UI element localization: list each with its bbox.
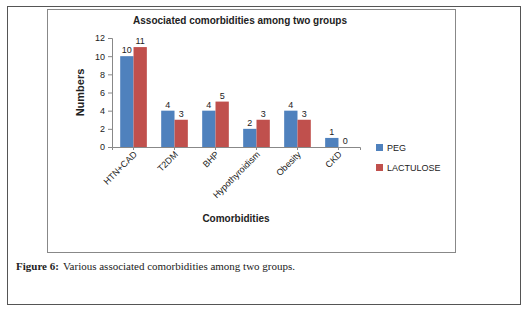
tick: 4 [100, 106, 112, 116]
bar [256, 120, 269, 147]
tick-mark [108, 111, 112, 112]
axis-line [113, 148, 361, 151]
bar [243, 129, 256, 147]
tick-label: Obesity [274, 149, 303, 178]
caption-text: Various associated comorbidities among t… [63, 260, 295, 272]
bar [284, 111, 297, 147]
tick-mark [108, 74, 112, 75]
tick-label: 0 [100, 142, 105, 152]
tick: CKD [323, 147, 344, 170]
tick: 6 [100, 88, 112, 98]
legend-entry: LACTULOSE [376, 163, 441, 173]
tick-label: 2 [100, 124, 105, 134]
tick-mark [256, 147, 257, 150]
legend-label: LACTULOSE [387, 163, 441, 173]
tick: 10 [95, 52, 112, 62]
data-label: 4 [165, 100, 170, 110]
tick-mark [297, 147, 298, 150]
tick: BHP [201, 147, 221, 170]
y-axis: 0 2 4 6 8 10 12 [95, 33, 113, 152]
tick-mark [174, 147, 175, 150]
legend-entry: PEG [376, 143, 406, 153]
bar [202, 111, 215, 147]
bar [134, 47, 147, 147]
data-label: 0 [343, 136, 348, 146]
bar [120, 56, 133, 147]
tick: HTN+CAD [102, 147, 140, 187]
tick: Hypothyroidism [211, 147, 262, 200]
bar [161, 111, 174, 147]
tick-label: HTN+CAD [102, 149, 140, 187]
tick-label: 12 [95, 33, 105, 43]
legend-label: PEG [387, 143, 406, 153]
x-axis-title: Comorbidities [202, 213, 270, 224]
data-label: 5 [220, 91, 225, 101]
tick: 0 [100, 142, 112, 152]
tick-label: CKD [323, 149, 344, 170]
tick-mark [108, 38, 112, 39]
tick: T2DM [156, 147, 180, 174]
tick-mark [133, 147, 134, 150]
bar [325, 138, 338, 147]
data-labels: 10442411135330 [122, 36, 348, 146]
bar [175, 120, 188, 147]
tick-label: Hypothyroidism [211, 149, 262, 200]
axis-line [108, 39, 113, 148]
data-label: 3 [261, 109, 266, 119]
data-label: 4 [206, 100, 211, 110]
data-label: 3 [302, 109, 307, 119]
caption-label: Figure 6: [16, 260, 59, 272]
tick: 8 [100, 70, 112, 80]
data-label: 10 [122, 45, 132, 55]
tick: Obesity [274, 147, 303, 178]
tick: 12 [95, 33, 112, 43]
tick-mark [108, 56, 112, 57]
x-axis: HTN+CAD T2DM BHPHypothyroidism Obesity CKD [102, 147, 361, 200]
chart-border [48, 10, 456, 253]
tick-mark [215, 147, 216, 150]
tick-label: 4 [100, 106, 105, 116]
legend-swatch [376, 144, 383, 151]
tick-mark [108, 93, 112, 94]
bar [216, 102, 229, 147]
tick-label: 10 [95, 52, 105, 62]
tick-mark [338, 147, 339, 150]
tick-label: 6 [100, 88, 105, 98]
bars [120, 47, 338, 147]
tick-label: BHP [201, 149, 221, 169]
tick-mark [108, 147, 112, 148]
data-label: 1 [329, 127, 334, 137]
legend: PEG LACTULOSE [376, 143, 441, 173]
data-label: 11 [136, 36, 145, 46]
tick: 2 [100, 124, 112, 134]
y-axis-title: Numbers [74, 69, 86, 117]
tick-label: T2DM [156, 149, 180, 173]
legend-swatch [376, 164, 383, 171]
data-label: 3 [179, 109, 184, 119]
tick-label: 8 [100, 70, 105, 80]
chart-title: Associated comorbidities among two group… [133, 15, 347, 26]
tick-mark [108, 129, 112, 130]
bar [338, 147, 351, 148]
caption: Figure 6: Various associated comorbiditie… [16, 260, 295, 272]
data-label: 2 [247, 118, 252, 128]
bar [297, 120, 310, 147]
figure-border [8, 7, 521, 305]
figure: Associated comorbidities among two group… [0, 0, 529, 312]
data-label: 4 [288, 100, 293, 110]
